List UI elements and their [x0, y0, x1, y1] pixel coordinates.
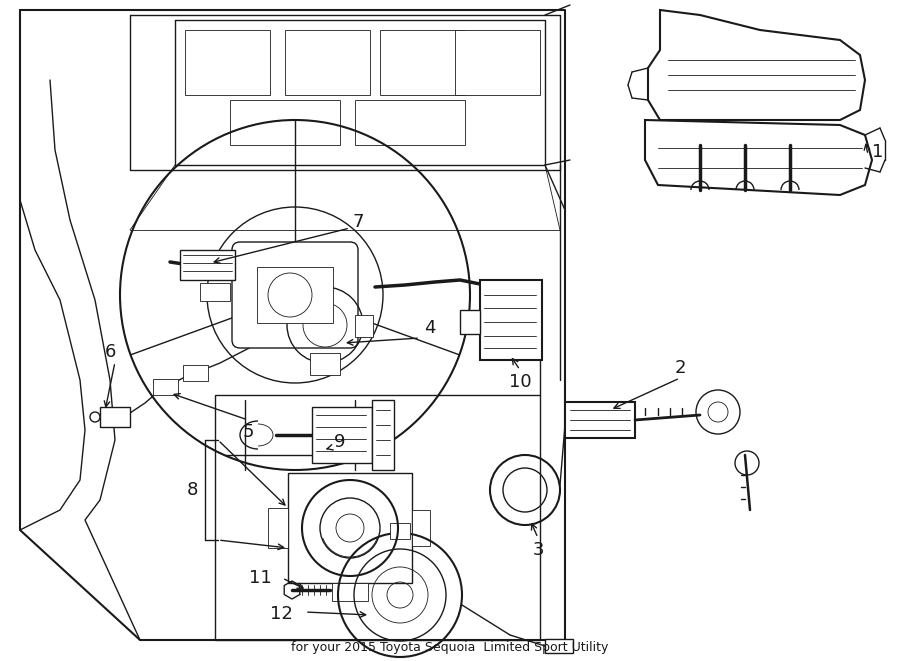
Bar — [183, 365, 208, 381]
Polygon shape — [645, 120, 872, 195]
Text: 5: 5 — [242, 423, 254, 441]
Bar — [100, 407, 130, 427]
Bar — [332, 583, 368, 601]
Bar — [565, 402, 635, 438]
Bar — [285, 30, 370, 95]
Text: 7: 7 — [352, 213, 364, 231]
Text: 8: 8 — [186, 481, 198, 499]
Bar — [180, 250, 235, 280]
Text: 2: 2 — [674, 359, 686, 377]
Bar — [230, 100, 340, 145]
Bar — [355, 100, 465, 145]
Bar — [312, 407, 372, 463]
Bar — [545, 639, 573, 653]
Bar — [310, 353, 340, 375]
Text: 4: 4 — [424, 319, 436, 337]
Bar — [200, 283, 230, 301]
Bar — [460, 310, 480, 334]
Text: 9: 9 — [334, 433, 346, 451]
Bar — [480, 280, 542, 360]
Bar — [372, 400, 394, 470]
Bar — [185, 30, 270, 95]
Bar — [153, 379, 178, 395]
Text: 6: 6 — [104, 343, 116, 361]
Text: 11: 11 — [249, 569, 272, 587]
Text: 12: 12 — [270, 605, 293, 623]
FancyBboxPatch shape — [232, 242, 358, 348]
Polygon shape — [648, 10, 865, 120]
Bar — [215, 395, 540, 640]
Bar — [257, 267, 333, 323]
Bar — [380, 30, 465, 95]
Bar — [355, 315, 373, 337]
Bar — [390, 523, 410, 539]
Bar — [412, 510, 430, 546]
Bar — [455, 30, 540, 95]
Text: 10: 10 — [508, 373, 531, 391]
Text: 3: 3 — [532, 541, 544, 559]
Bar — [288, 473, 412, 583]
Text: 1: 1 — [872, 143, 884, 161]
Text: for your 2015 Toyota Sequoia  Limited Sport Utility: for your 2015 Toyota Sequoia Limited Spo… — [292, 641, 608, 654]
Bar — [268, 508, 288, 548]
